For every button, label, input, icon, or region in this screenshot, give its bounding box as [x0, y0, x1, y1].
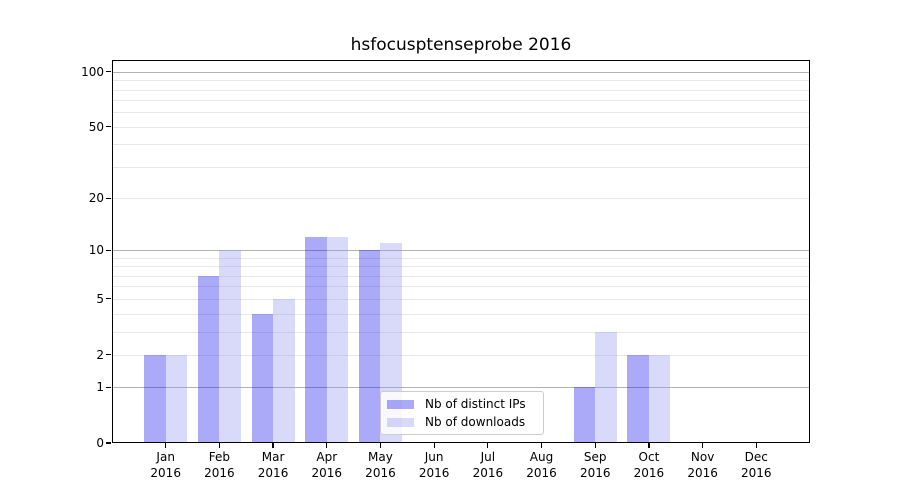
bar-ips-apr [305, 236, 327, 443]
bar-downloads-oct [648, 354, 671, 443]
x-tick-label-aug: Aug 2016 [526, 450, 557, 480]
y-tick-label-0: 0 [96, 436, 104, 450]
x-tick-label-nov: Nov 2016 [687, 450, 718, 480]
legend-label-distinct-ips: Nb of distinct IPs [425, 397, 526, 411]
gridline-major-100 [112, 71, 810, 73]
x-tick-jul [487, 443, 489, 448]
bar-ips-oct [627, 354, 649, 443]
gridline-major-1 [112, 387, 810, 389]
x-tick-label-dec: Dec 2016 [741, 450, 772, 480]
legend-swatch-distinct-ips [387, 399, 414, 409]
bar-downloads-feb [219, 250, 241, 443]
legend-label-downloads: Nb of downloads [425, 415, 526, 429]
x-tick-jan [165, 443, 167, 448]
x-tick-label-may: May 2016 [365, 450, 396, 480]
bar-ips-jan [144, 354, 166, 443]
chart-title: hsfocusptenseprobe 2016 [350, 35, 572, 55]
x-tick-label-jul: Jul 2016 [472, 450, 504, 480]
gridline-minor-60 [112, 112, 810, 114]
y-tick-5 [106, 298, 111, 300]
bar-downloads-jan [165, 354, 188, 443]
y-tick-2 [106, 354, 111, 356]
x-tick-label-jun: Jun 2016 [418, 450, 450, 480]
plot-area [112, 60, 810, 443]
y-tick-50 [106, 126, 111, 128]
bar-ips-may [358, 250, 381, 443]
gridline-minor-7 [112, 275, 810, 277]
gridline-minor-80 [112, 89, 810, 91]
x-tick-label-jan: Jan 2016 [150, 450, 181, 480]
bar-downloads-mar [273, 298, 295, 443]
y-tick-label-100: 100 [81, 64, 104, 79]
x-tick-aug [540, 443, 543, 448]
x-tick-oct [648, 443, 650, 448]
y-tick-100 [106, 71, 111, 73]
x-tick-label-apr: Apr 2016 [311, 450, 343, 480]
legend: Nb of distinct IPs Nb of downloads [380, 391, 544, 435]
gridline-minor-2 [112, 354, 810, 356]
y-tick-10 [106, 249, 111, 251]
gridline-minor-40 [112, 144, 810, 146]
gridline-minor-4 [112, 313, 810, 315]
gridline-minor-5 [112, 298, 810, 300]
y-tick-label-2: 2 [96, 347, 104, 362]
bar-ips-mar [251, 313, 274, 443]
legend-swatch-downloads [387, 417, 414, 427]
y-tick-label-50: 50 [88, 119, 104, 134]
bar-downloads-apr [326, 236, 349, 443]
bar-downloads-sep [595, 331, 617, 443]
x-tick-may [379, 443, 382, 448]
x-tick-mar [272, 443, 274, 448]
gridline-minor-6 [112, 286, 810, 288]
y-tick-20 [106, 197, 111, 199]
gridline-minor-30 [112, 166, 810, 168]
gridline-minor-70 [112, 100, 810, 102]
y-tick-label-10: 10 [88, 243, 104, 258]
x-tick-sep [594, 443, 596, 448]
gridline-minor-9 [112, 257, 810, 259]
gridline-minor-20 [112, 198, 810, 200]
gridline-minor-50 [112, 126, 810, 128]
legend-item-distinct-ips: Nb of distinct IPs [387, 397, 537, 411]
y-tick-label-20: 20 [88, 191, 104, 206]
legend-item-downloads: Nb of downloads [387, 415, 537, 429]
x-tick-apr [326, 443, 328, 448]
y-tick-label-1: 1 [96, 380, 104, 395]
x-tick-label-oct: Oct 2016 [633, 450, 665, 480]
x-tick-label-sep: Sep 2016 [579, 450, 611, 480]
x-tick-dec [755, 443, 757, 448]
y-tick-label-5: 5 [96, 291, 104, 306]
y-tick-0 [106, 442, 111, 444]
bar-ips-feb [197, 275, 220, 443]
x-tick-nov [702, 443, 704, 448]
x-tick-label-mar: Mar 2016 [257, 450, 289, 480]
gridline-major-10 [112, 250, 810, 252]
x-tick-label-feb: Feb 2016 [204, 450, 235, 480]
gridline-minor-8 [112, 266, 810, 268]
gridline-minor-3 [112, 331, 810, 333]
gridline-minor-90 [112, 80, 810, 82]
x-tick-jun [433, 443, 435, 448]
x-tick-feb [218, 443, 220, 448]
y-tick-1 [106, 386, 111, 388]
bar-ips-sep [573, 387, 596, 443]
